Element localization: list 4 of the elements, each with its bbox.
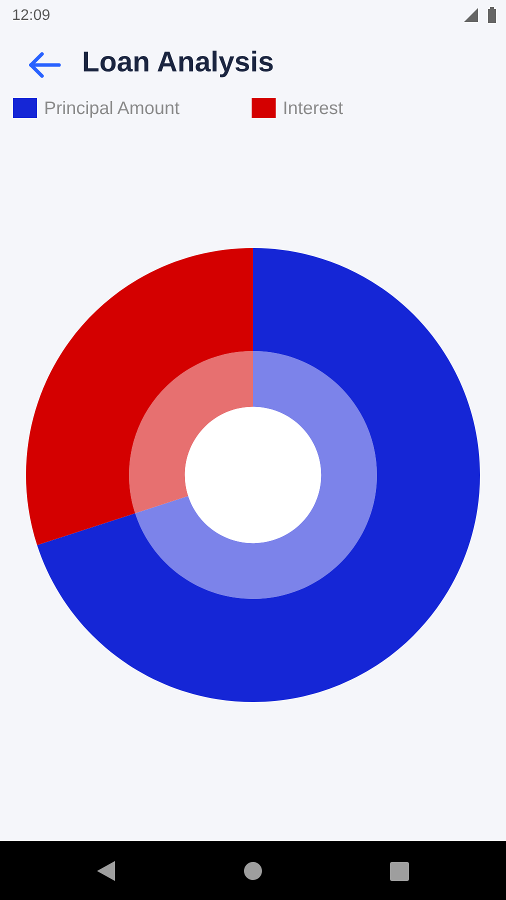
text: 12:09	[13, 9, 50, 20]
legend-label: Interest	[284, 102, 343, 114]
chart-title: Loan Analysis	[84, 50, 273, 78]
legend-label: Principal Amount	[46, 100, 180, 118]
